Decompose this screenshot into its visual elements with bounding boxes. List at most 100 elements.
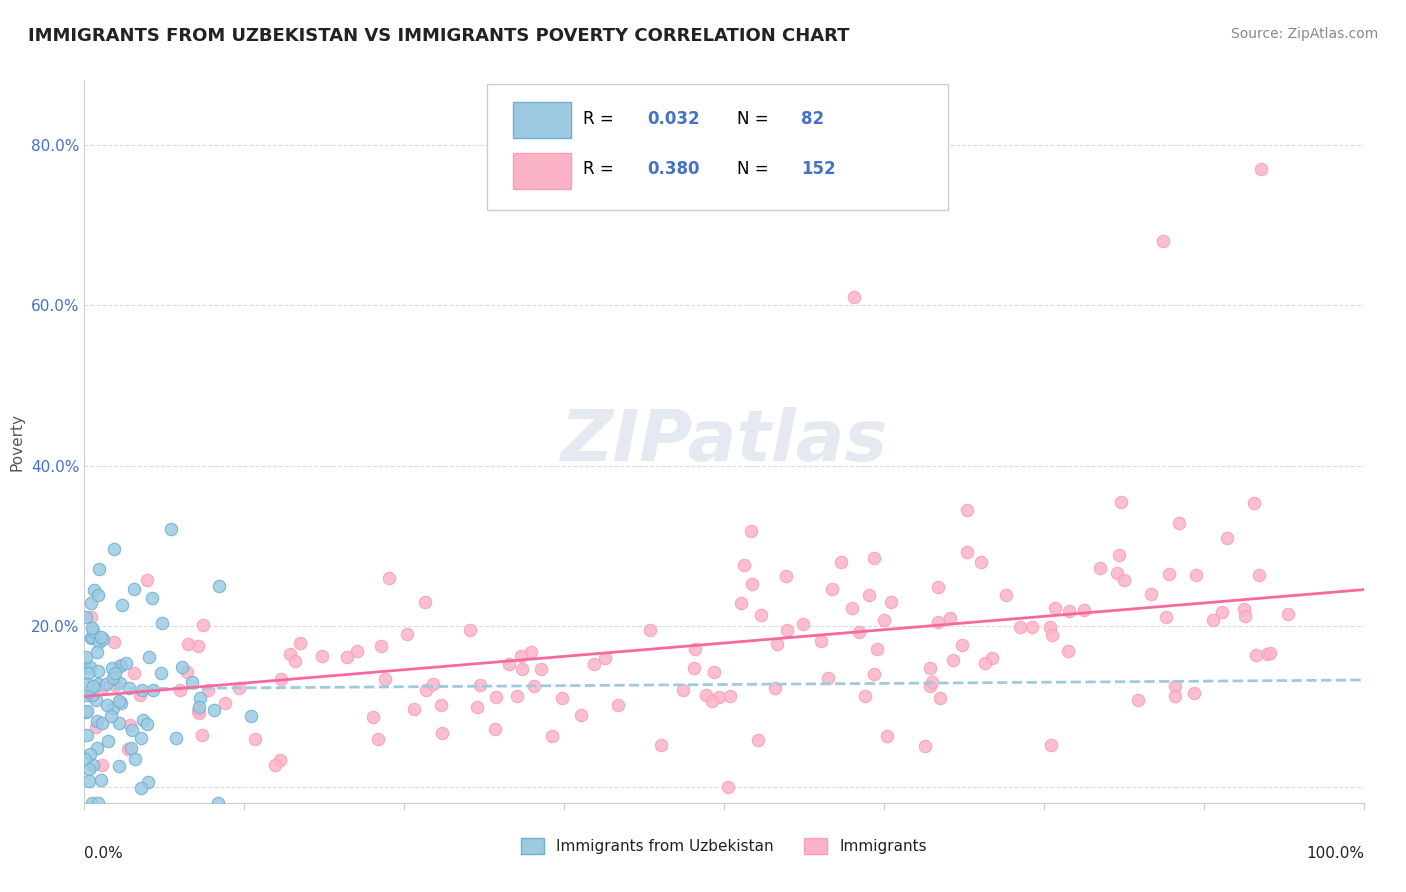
Point xyxy=(1139,587,1161,601)
Point xyxy=(842,290,865,304)
Point xyxy=(263,757,285,772)
Point xyxy=(176,665,198,679)
Point xyxy=(82,630,104,644)
Point xyxy=(498,657,520,671)
Point xyxy=(792,617,814,632)
Point xyxy=(994,588,1017,602)
Point xyxy=(191,728,214,742)
Point xyxy=(1043,601,1066,615)
Point xyxy=(94,676,117,690)
Point xyxy=(80,631,103,645)
Point xyxy=(288,636,311,650)
Text: 0.0%: 0.0% xyxy=(84,847,124,861)
Point xyxy=(733,558,755,573)
Point xyxy=(84,693,107,707)
Point xyxy=(703,665,725,679)
Point xyxy=(952,638,974,652)
Point xyxy=(361,710,384,724)
Text: ZIPatlas: ZIPatlas xyxy=(561,407,887,476)
Point xyxy=(606,698,628,712)
Point xyxy=(104,678,127,692)
Point xyxy=(124,752,146,766)
Point xyxy=(108,716,131,731)
Point xyxy=(1039,620,1062,634)
Point xyxy=(1243,496,1265,510)
Point xyxy=(101,701,124,715)
Point xyxy=(90,758,112,772)
Point xyxy=(468,678,491,692)
Point xyxy=(367,732,389,747)
Point xyxy=(775,569,797,583)
Point xyxy=(118,718,141,732)
Point xyxy=(1057,604,1080,618)
Point xyxy=(848,624,870,639)
Point xyxy=(82,679,104,693)
Point xyxy=(485,690,508,704)
Point xyxy=(87,562,110,576)
Point xyxy=(465,700,488,714)
Point xyxy=(374,672,396,686)
Point xyxy=(1128,693,1150,707)
Point xyxy=(188,690,211,705)
Point xyxy=(79,774,101,789)
Text: N =: N = xyxy=(737,110,773,128)
Point xyxy=(1244,648,1267,662)
Legend: Immigrants from Uzbekistan, Immigrants: Immigrants from Uzbekistan, Immigrants xyxy=(515,832,934,860)
Point xyxy=(956,502,979,516)
Point xyxy=(86,741,108,756)
Point xyxy=(79,610,101,624)
Point xyxy=(86,714,108,728)
Point xyxy=(1167,516,1189,531)
Point xyxy=(124,582,146,596)
Point xyxy=(110,696,132,710)
Point xyxy=(228,681,250,695)
Point xyxy=(1233,601,1256,615)
Point xyxy=(172,660,194,674)
Point xyxy=(108,694,131,708)
Point xyxy=(187,640,209,654)
Point xyxy=(942,653,965,667)
Point xyxy=(142,682,165,697)
Point xyxy=(90,772,112,787)
Point xyxy=(763,681,786,695)
Point xyxy=(928,691,950,706)
Point xyxy=(1057,644,1080,658)
Text: Source: ZipAtlas.com: Source: ZipAtlas.com xyxy=(1230,27,1378,41)
Point xyxy=(73,751,96,765)
Point xyxy=(458,623,481,637)
Point xyxy=(207,796,229,810)
Point xyxy=(90,716,112,731)
Point xyxy=(740,524,762,538)
Point xyxy=(841,601,863,615)
Point xyxy=(136,573,159,587)
Point xyxy=(86,645,108,659)
Point xyxy=(129,688,152,702)
Text: 152: 152 xyxy=(801,161,835,178)
Point xyxy=(336,649,359,664)
Point xyxy=(683,660,706,674)
Point xyxy=(239,709,262,723)
Point xyxy=(311,648,333,663)
Point xyxy=(129,780,152,795)
Point xyxy=(1090,561,1112,575)
Point xyxy=(973,656,995,670)
Point xyxy=(863,666,886,681)
Point xyxy=(413,595,436,609)
Point xyxy=(214,696,236,710)
Text: R =: R = xyxy=(583,161,620,178)
Point xyxy=(166,731,188,746)
Point xyxy=(1182,686,1205,700)
Point xyxy=(432,726,454,740)
Point xyxy=(939,611,962,625)
Point xyxy=(700,694,723,708)
Point xyxy=(1249,568,1271,582)
Point xyxy=(1216,531,1239,545)
Point xyxy=(120,740,142,755)
Point xyxy=(80,596,103,610)
Point xyxy=(90,631,112,645)
Point xyxy=(551,691,574,706)
Point xyxy=(208,579,231,593)
Point xyxy=(970,555,993,569)
Point xyxy=(1202,613,1225,627)
Point xyxy=(197,682,219,697)
